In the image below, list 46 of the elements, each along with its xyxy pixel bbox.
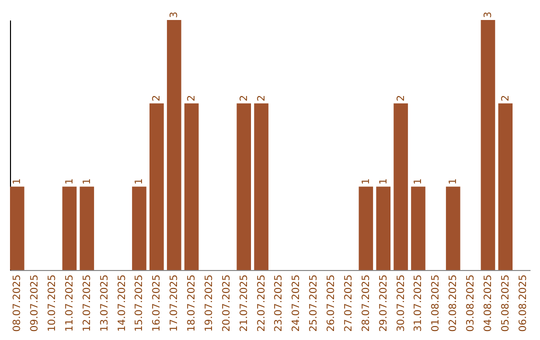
- data-label: 2: [256, 94, 268, 102]
- data-label: 1: [448, 178, 460, 185]
- x-tick-label: 05.08.2025: [500, 274, 512, 332]
- data-label: 2: [186, 94, 198, 102]
- data-label: 1: [82, 178, 93, 185]
- x-tick-label: 18.07.2025: [186, 274, 198, 332]
- data-label: 1: [64, 178, 76, 185]
- x-tick-label: 23.07.2025: [274, 274, 285, 332]
- x-tick-label: 22.07.2025: [256, 274, 268, 332]
- x-tick-label: 12.07.2025: [82, 274, 93, 332]
- x-tick-label: 06.08.2025: [518, 274, 529, 332]
- x-tick-label: 25.07.2025: [308, 274, 320, 332]
- x-tick-label: 16.07.2025: [152, 274, 163, 332]
- x-tick-label: 01.08.2025: [430, 274, 442, 332]
- data-label: 2: [500, 94, 512, 102]
- data-label: 2: [238, 94, 250, 102]
- x-tick-label: 15.07.2025: [134, 274, 146, 332]
- x-tick-label: 29.07.2025: [378, 274, 390, 332]
- x-tick-label: 08.07.2025: [12, 274, 24, 332]
- data-label: 2: [396, 94, 407, 102]
- x-tick-label: 10.07.2025: [47, 274, 58, 332]
- data-label: 2: [152, 94, 163, 102]
- data-label: 1: [360, 178, 372, 185]
- data-label: 1: [378, 178, 390, 185]
- x-tick-label: 09.07.2025: [30, 274, 41, 332]
- x-tick-label: 27.07.2025: [343, 274, 354, 332]
- x-tick-label: 03.08.2025: [466, 274, 477, 332]
- x-tick-label: 21.07.2025: [238, 274, 250, 332]
- data-label: 3: [169, 12, 180, 18]
- x-tick-label: 24.07.2025: [291, 274, 302, 332]
- x-tick-label: 14.07.2025: [116, 274, 128, 332]
- data-label: 1: [413, 178, 424, 185]
- x-tick-label: 28.07.2025: [360, 274, 372, 332]
- x-tick-label: 13.07.2025: [99, 274, 110, 332]
- data-label: 3: [482, 12, 494, 18]
- x-tick-label: 17.07.2025: [169, 274, 180, 332]
- data-label: 1: [134, 178, 146, 185]
- x-tick-label: 30.07.2025: [396, 274, 407, 332]
- x-tick-label: 04.08.2025: [482, 274, 494, 332]
- x-tick-label: 11.07.2025: [64, 274, 76, 332]
- x-tick-label: 26.07.2025: [326, 274, 338, 332]
- x-tick-label: 19.07.2025: [204, 274, 215, 332]
- data-label: 1: [12, 178, 24, 185]
- x-tick-label: 02.08.2025: [448, 274, 460, 332]
- x-tick-label: 20.07.2025: [221, 274, 232, 332]
- x-tick-label: 31.07.2025: [413, 274, 424, 332]
